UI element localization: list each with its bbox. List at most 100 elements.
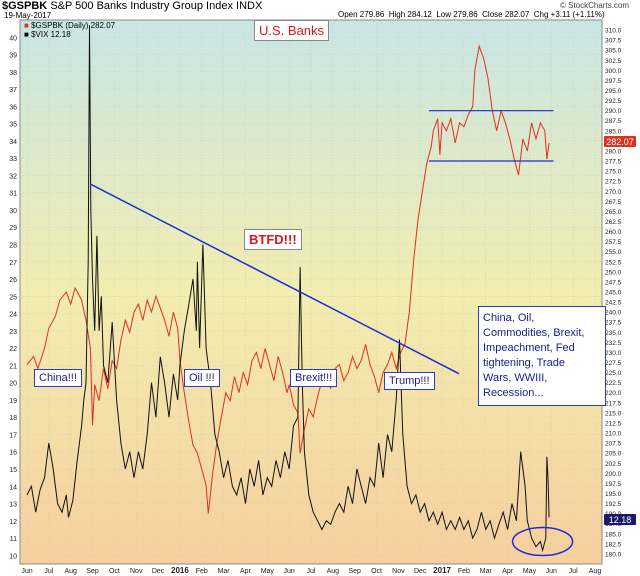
- gspbk-tick-label: 200.0: [605, 471, 622, 478]
- gspbk-tick-label: 230.0: [605, 350, 622, 357]
- gspbk-tick-label: 185.0: [605, 531, 622, 538]
- note-line-5: Wars, WWIII,: [483, 372, 548, 384]
- symbol-description: S&P 500 Banks Industry Group Index: [50, 0, 233, 12]
- vix-tick-label: 39: [9, 53, 17, 60]
- vix-axis: 10 11 12 13 14 15 16 17 18 19 20 21 22 23 24 25 26 27 28 29…: [9, 35, 17, 560]
- month-tick-label: May: [523, 568, 537, 575]
- gspbk-tick-label: 252.5: [605, 259, 622, 266]
- gspbk-tick-label: 300.0: [605, 68, 622, 75]
- month-tick-label: Feb: [196, 568, 208, 575]
- gspbk-tick-label: 305.0: [605, 48, 622, 55]
- btfd-box: BTFD!!!: [244, 229, 302, 250]
- gspbk-tick-label: 290.0: [605, 108, 622, 115]
- month-tick-label: Aug: [64, 568, 77, 575]
- month-tick-label: Mar: [480, 568, 493, 575]
- month-tick-label: Jul: [307, 568, 316, 575]
- month-tick-label: Dec: [414, 568, 427, 575]
- legend-vix-label: $VIX 12.18: [31, 30, 71, 39]
- vix-tick-label: 35: [9, 122, 17, 129]
- legend-gspbk: ■ $GSPBK (Daily) 282.07: [24, 21, 116, 30]
- vix-tick-label: 32: [9, 173, 17, 180]
- vix-tick-label: 16: [9, 450, 17, 457]
- vix-tick-label: 26: [9, 277, 17, 284]
- month-tick-label: Jun: [284, 568, 295, 575]
- gspbk-tick-label: 277.5: [605, 159, 622, 166]
- vix-low-ellipse: [511, 526, 574, 557]
- gspbk-tick-label: 260.0: [605, 229, 622, 236]
- month-tick-label: Nov: [392, 568, 405, 575]
- chart-date: 19-May-2017: [4, 11, 52, 20]
- vix-tick-label: 23: [9, 329, 17, 336]
- last-gspbk-value: 282.07: [606, 137, 634, 147]
- gspbk-tick-label: 207.5: [605, 441, 622, 448]
- vix-tick-label: 28: [9, 243, 17, 250]
- gspbk-tick-label: 205.0: [605, 451, 622, 458]
- vix-tick-label: 10: [9, 553, 17, 560]
- vix-tick-label: 27: [9, 260, 17, 267]
- quote-line: Open 279.86 High 284.12 Low 279.86 Close…: [338, 10, 605, 19]
- gspbk-tick-label: 217.5: [605, 400, 622, 407]
- last-vix-badge: 12.18: [604, 514, 636, 525]
- gspbk-tick-label: 240.0: [605, 310, 622, 317]
- china-box: China!!!: [34, 369, 82, 387]
- oil-box: Oil !!!: [184, 369, 220, 387]
- gspbk-tick-label: 270.0: [605, 189, 622, 196]
- vix-tick-label: 18: [9, 415, 17, 422]
- gspbk-tick-label: 225.0: [605, 370, 622, 377]
- vix-tick-label: 33: [9, 156, 17, 163]
- vix-tick-label: 11: [10, 536, 17, 543]
- vix-tick-label: 25: [9, 294, 17, 301]
- gspbk-tick-label: 227.5: [605, 360, 622, 367]
- month-tick-label: Sep: [348, 568, 361, 575]
- quote-close: Close 282.07: [482, 10, 530, 19]
- gspbk-tick-label: 202.5: [605, 461, 622, 468]
- gspbk-tick-label: 212.5: [605, 420, 622, 427]
- gspbk-tick-label: 297.5: [605, 78, 622, 85]
- vix-tick-label: 13: [9, 502, 17, 509]
- trend-line: [90, 183, 460, 375]
- month-tick-label: Oct: [371, 568, 382, 575]
- month-tick-label: May: [261, 568, 275, 575]
- gspbk-tick-label: 235.0: [605, 330, 622, 337]
- gspbk-tick-label: 215.0: [605, 410, 622, 417]
- vix-tick-label: 24: [9, 312, 17, 319]
- gspbk-tick-label: 232.5: [605, 340, 622, 347]
- vix-tick-label: 29: [9, 225, 17, 232]
- gspbk-tick-label: 197.5: [605, 481, 622, 488]
- gspbk-axis: 180.0182.5185.0187.5190.0192.5195.0197.5…: [605, 28, 622, 559]
- vix-tick-label: 17: [9, 432, 17, 439]
- vix-tick-label: 36: [9, 104, 17, 111]
- vix-tick-label: 14: [9, 484, 17, 491]
- symbol: $GSPBK: [2, 0, 48, 12]
- vix-tick-label: 21: [9, 363, 17, 370]
- gspbk-tick-label: 302.5: [605, 58, 622, 65]
- quote-change: Chg +3.11 (+1.11%): [533, 10, 605, 19]
- gspbk-tick-label: 247.5: [605, 279, 622, 286]
- vix-tick-label: 20: [9, 381, 17, 388]
- gspbk-tick-label: 267.5: [605, 199, 622, 206]
- note-box: China, Oil, Commodities, Brexit, Impeach…: [478, 306, 606, 406]
- gspbk-tick-label: 272.5: [605, 179, 622, 186]
- gspbk-tick-label: 255.0: [605, 249, 622, 256]
- trump-box: Trump!!!: [384, 372, 435, 390]
- vix-tick-label: 37: [9, 87, 17, 94]
- note-line-3: Impeachment, Fed: [483, 342, 575, 354]
- gspbk-tick-label: 295.0: [605, 88, 622, 95]
- last-vix-value: 12.18: [609, 515, 632, 525]
- gspbk-tick-label: 192.5: [605, 501, 622, 508]
- gspbk-tick-label: 265.0: [605, 209, 622, 216]
- gspbk-series-line: [26, 44, 550, 514]
- legend-vix: ■ $VIX 12.18: [24, 30, 71, 39]
- vix-tick-label: 38: [9, 70, 17, 77]
- gspbk-tick-label: 275.0: [605, 169, 622, 176]
- gspbk-tick-label: 292.5: [605, 98, 622, 105]
- gspbk-tick-label: 280.0: [605, 148, 622, 155]
- gspbk-tick-label: 180.0: [605, 551, 622, 558]
- vix-tick-label: 12: [9, 519, 17, 526]
- gspbk-tick-label: 287.5: [605, 118, 622, 125]
- month-tick-label: Sep: [86, 568, 99, 575]
- month-tick-label: Dec: [152, 568, 165, 575]
- vix-tick-label: 22: [9, 346, 17, 353]
- gspbk-tick-label: 242.5: [605, 300, 622, 307]
- note-line-1: China, Oil,: [483, 312, 535, 324]
